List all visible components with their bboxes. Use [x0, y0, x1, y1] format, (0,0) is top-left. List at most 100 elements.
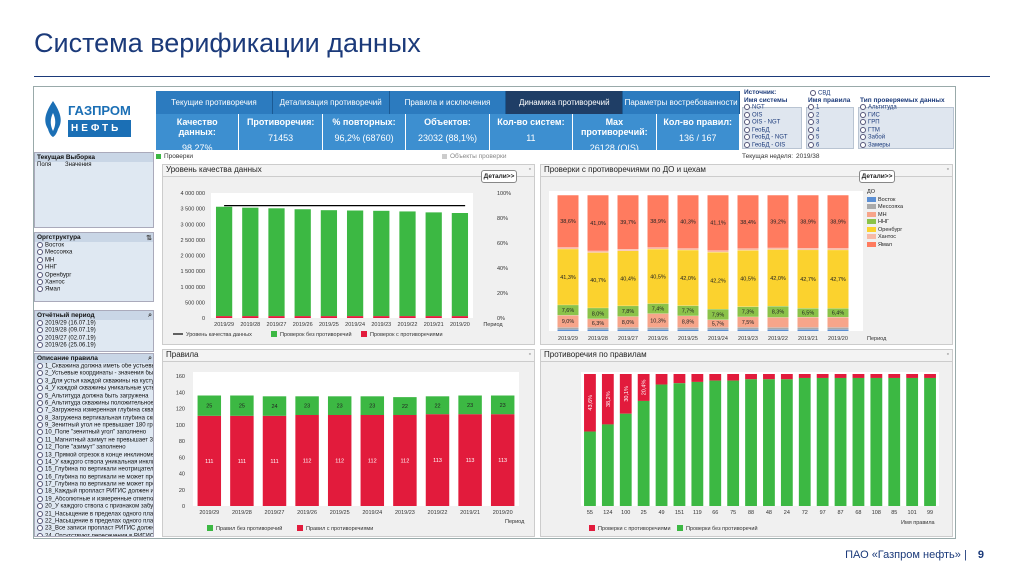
filter-option[interactable]: Альтитуда: [860, 104, 945, 112]
kpi-objects: Объектов: 23032 (88,1%): [406, 114, 490, 150]
search-icon[interactable]: ⌕: [148, 355, 152, 362]
filter-option[interactable]: 4: [808, 127, 850, 135]
rule-item[interactable]: 2_Устьевые координаты - значения был: [35, 370, 153, 377]
rule-item[interactable]: 14_У каждого ствола уникальная инклин: [35, 459, 153, 466]
rule-item[interactable]: 1_Скважина должна иметь обе устьевые: [35, 363, 153, 370]
tab-conflict-dynamics[interactable]: Динамика противоречий: [506, 91, 624, 114]
restore-icon[interactable]: ▫: [528, 166, 531, 173]
filter-option[interactable]: Замеры: [860, 142, 945, 150]
bar-segment-мн: [557, 315, 579, 328]
y2-tick-label: 20%: [497, 291, 508, 297]
x-tick-label: 2019/21: [798, 336, 818, 342]
rule-item[interactable]: 6_Альтитуда скважины положительное: [35, 400, 153, 407]
rule-item[interactable]: 11_Магнитный азимут не превышает 36: [35, 437, 153, 444]
legend-label: Проверки с противоречиями: [598, 526, 671, 532]
list-item[interactable]: Восток: [35, 242, 153, 249]
x-tick-label: 72: [802, 510, 808, 516]
restore-icon[interactable]: ▫: [946, 351, 949, 358]
rule-item[interactable]: 12_Поле "азимут" заполнено: [35, 444, 153, 451]
filter-option[interactable]: 1: [808, 104, 850, 112]
filter-option[interactable]: ГТМ: [860, 127, 945, 135]
org-structure-title: Оргструктура ⇅: [35, 233, 153, 242]
rule-item[interactable]: 20_У каждого ствола с признаком забу: [35, 503, 153, 510]
x-tick-label: 2019/28: [588, 336, 608, 342]
tab-conflict-detail[interactable]: Детализация противоречий: [272, 91, 390, 114]
filter-option[interactable]: ГеоБД: [744, 127, 788, 135]
restore-icon[interactable]: ▫: [946, 166, 949, 173]
status-row: Проверки Объекты проверки Текущая неделя…: [156, 153, 955, 163]
rule-item[interactable]: 24_Отсутствуют пересечения в РИГИС: [35, 533, 153, 536]
rule-item[interactable]: 3_Для устья каждой скважины на кусту: [35, 378, 153, 385]
filter-option[interactable]: ГРП: [860, 119, 945, 127]
rule-item[interactable]: 8_Загружена вертикальная глубина сква: [35, 415, 153, 422]
list-item[interactable]: 2019/29 (16.07.19): [35, 320, 153, 327]
filter-rule-label: Имя правила: [808, 97, 851, 104]
rule-item[interactable]: 9_Зенитный угол не превышает 180 гра: [35, 422, 153, 429]
filter-option[interactable]: OIS - NGT: [744, 119, 788, 127]
rule-item[interactable]: 16_Глубина по вертикали не может прев: [35, 474, 153, 481]
filter-option[interactable]: Забой: [860, 134, 945, 142]
rule-item[interactable]: 7_Загружена измеренная глубина сква: [35, 407, 153, 414]
sort-icon[interactable]: ⇅: [146, 235, 152, 242]
rule-item[interactable]: 19_Абсолютные и измеренные отметки: [35, 496, 153, 503]
filter-option[interactable]: СВД: [810, 90, 830, 98]
rule-item[interactable]: 13_Прямой отрезок в конце инклиномет: [35, 452, 153, 459]
filter-option[interactable]: OIS: [744, 112, 788, 120]
tab-rules-exceptions[interactable]: Правила и исключения: [389, 91, 507, 114]
rule-item[interactable]: 15_Глубина по вертикали неотрицатель: [35, 466, 153, 473]
rule-item[interactable]: 10_Поле "зенитный угол" заполнено: [35, 429, 153, 436]
list-item[interactable]: 2019/27 (02.07.19): [35, 335, 153, 342]
rule-item[interactable]: 18_Каждый пропласт РИГИС должен им: [35, 488, 153, 495]
list-item[interactable]: Мессояха: [35, 249, 153, 256]
filter-option[interactable]: 2: [808, 112, 850, 120]
bar-segment-ямал: [737, 195, 759, 249]
x-tick-label: 2019/26: [648, 336, 668, 342]
status-objects[interactable]: Объекты проверки: [450, 153, 507, 160]
list-item[interactable]: Ямал: [35, 286, 153, 293]
checks-marker: [156, 154, 161, 159]
rule-item[interactable]: 5_Альтитуда должна быть загружена: [35, 393, 153, 400]
rule-item[interactable]: 23_Все записи пропласт РИГИС должны: [35, 525, 153, 532]
data-label: 42,0%: [770, 276, 786, 282]
x-tick-label: 2019/26: [297, 510, 317, 516]
filter-option[interactable]: ГеоБД - NGT: [744, 134, 788, 142]
bar-segment-оренбург: [557, 248, 579, 305]
list-item[interactable]: ННГ: [35, 264, 153, 271]
filter-source-options: СВД: [810, 90, 830, 98]
rule-item[interactable]: 17_Глубина по вертикали не может прев: [35, 481, 153, 488]
filter-option[interactable]: ГИС: [860, 112, 945, 120]
bar-rule-ok: [673, 383, 686, 506]
rule-item[interactable]: 4_У каждой скважины уникальные устье: [35, 385, 153, 392]
y-tick-label: 120: [176, 407, 185, 413]
y-tick-label: 60: [179, 455, 185, 461]
rule-item[interactable]: 21_Насыщение в пределах одного пласт: [35, 511, 153, 518]
search-icon[interactable]: ⌕: [148, 312, 152, 319]
y2-tick-label: 100%: [497, 191, 511, 197]
filter-option[interactable]: NGT: [744, 104, 788, 112]
x-tick-label: 2019/20: [828, 336, 848, 342]
restore-icon[interactable]: ▫: [528, 351, 531, 358]
status-checks[interactable]: Проверки: [164, 153, 193, 160]
details-button[interactable]: Детали>>: [481, 170, 517, 183]
details-button[interactable]: Детали>>: [859, 170, 895, 183]
bar-rule-ok: [870, 377, 883, 506]
legend-label: Восток: [878, 196, 896, 203]
x-axis-title: Период: [505, 519, 525, 525]
filter-option[interactable]: 5: [808, 134, 850, 142]
filter-option[interactable]: 6: [808, 142, 850, 150]
filter-option[interactable]: ГеоБД - OIS: [744, 142, 788, 150]
list-item[interactable]: МН: [35, 257, 153, 264]
list-item[interactable]: 2019/28 (09.07.19): [35, 327, 153, 334]
list-item[interactable]: Хантос: [35, 279, 153, 286]
bar-segment-хантос: [617, 249, 639, 251]
list-item[interactable]: Оренбург: [35, 272, 153, 279]
x-tick-label: 99: [927, 510, 933, 516]
list-item[interactable]: 2019/26 (25.06.19): [35, 342, 153, 349]
tab-usage-params[interactable]: Параметры востребованности: [623, 91, 740, 114]
legend-swatch: [867, 204, 876, 210]
week-value: 2019/38: [796, 153, 820, 160]
bar-segment-ннг: [767, 306, 789, 318]
rule-item[interactable]: 22_Насыщение в пределах одного пласт: [35, 518, 153, 525]
filter-option[interactable]: 3: [808, 119, 850, 127]
tab-current-conflicts[interactable]: Текущие противоречия: [156, 91, 273, 114]
